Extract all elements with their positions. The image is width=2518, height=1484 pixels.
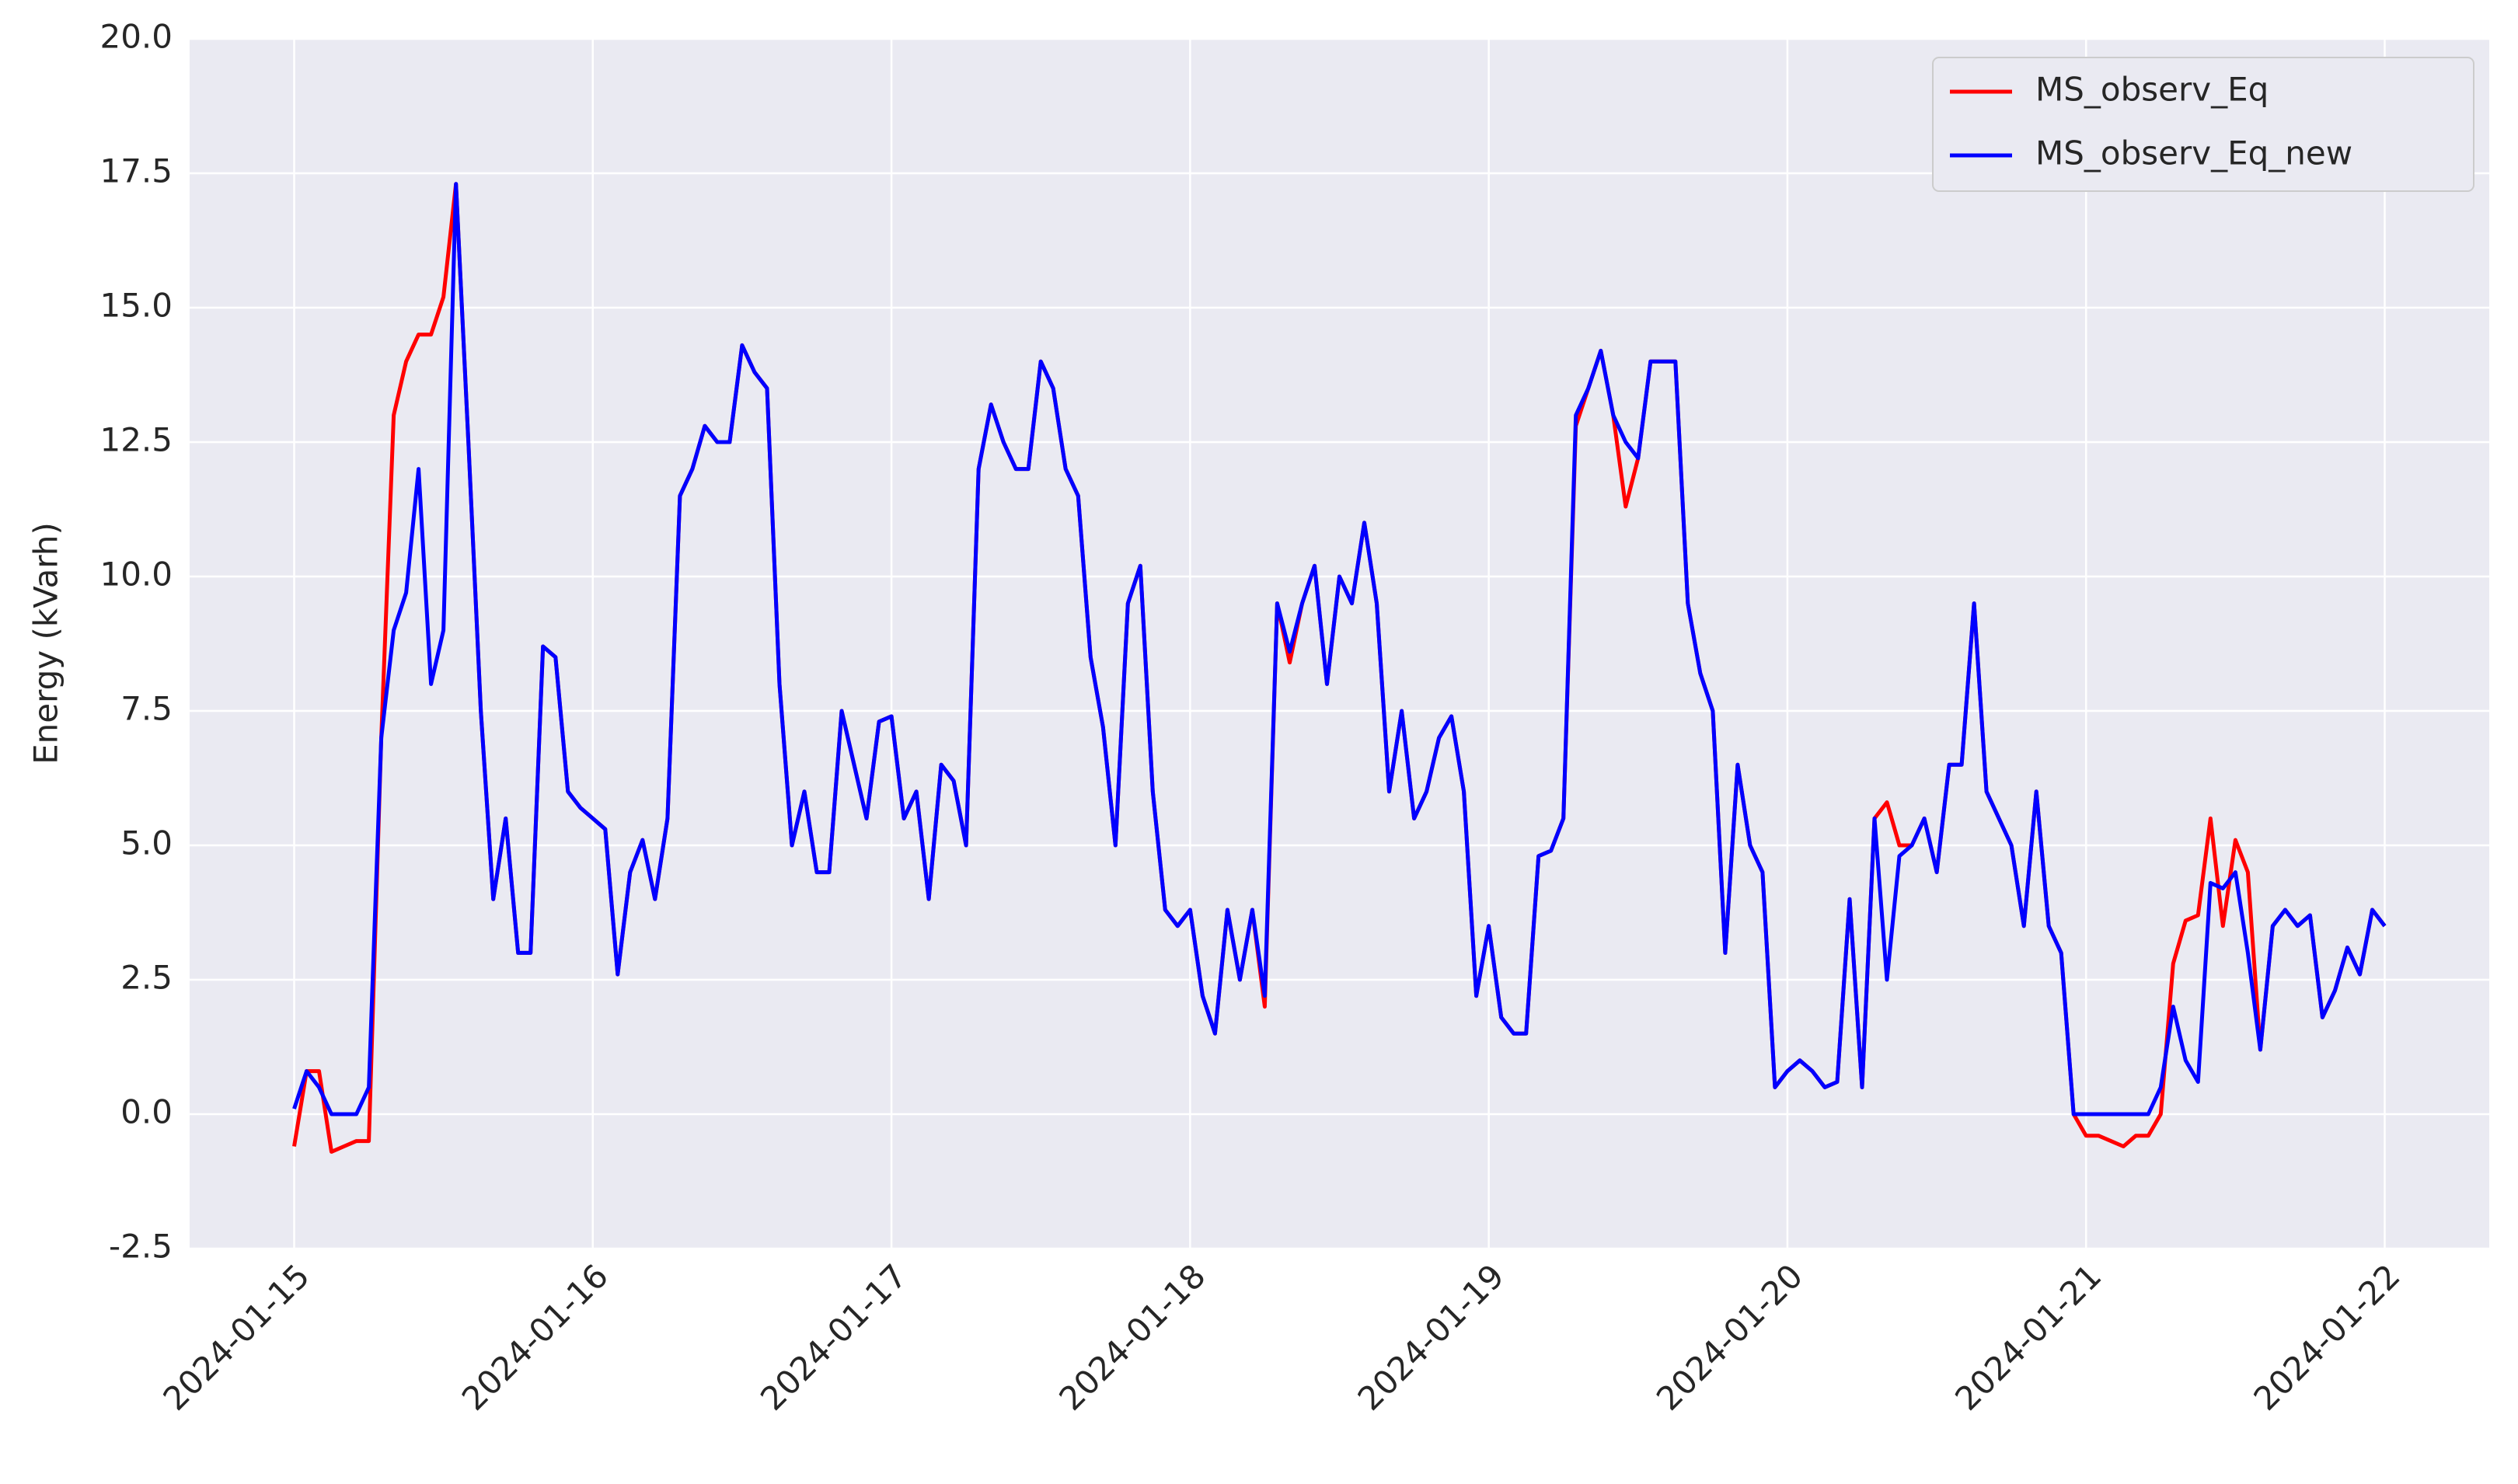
x-tick-label: 2024-01-22 — [2246, 1257, 2407, 1418]
y-axis-label: Energy (kVarh) — [27, 522, 65, 765]
y-tick-label: 5.0 — [120, 824, 173, 862]
legend-label: MS_observ_Eq — [2035, 71, 2269, 109]
x-tick-label: 2024-01-20 — [1649, 1257, 1810, 1418]
legend-box — [1932, 57, 2474, 192]
y-tick-label: 10.0 — [99, 556, 173, 594]
y-tick-label: 2.5 — [120, 959, 173, 997]
x-tick-label: 2024-01-21 — [1948, 1257, 2108, 1418]
x-tick-label: 2024-01-18 — [1051, 1257, 1212, 1418]
series-line — [292, 182, 2387, 1116]
x-tick-label: 2024-01-17 — [753, 1257, 914, 1418]
y-tick-label: 15.0 — [99, 287, 173, 325]
y-tick-label: 17.5 — [99, 152, 173, 190]
x-tick-label: 2024-01-16 — [455, 1257, 616, 1418]
legend-label: MS_observ_Eq_new — [2035, 134, 2352, 172]
plot-area — [190, 39, 2489, 1249]
y-tick-label: 7.5 — [120, 690, 173, 728]
x-tick-label: 2024-01-15 — [155, 1257, 316, 1418]
y-tick-label: 12.5 — [99, 421, 173, 459]
y-tick-label: -2.5 — [109, 1228, 173, 1266]
y-tick-label: 20.0 — [99, 18, 173, 56]
y-tick-label: 0.0 — [120, 1093, 173, 1131]
x-tick-label: 2024-01-19 — [1351, 1257, 1512, 1418]
